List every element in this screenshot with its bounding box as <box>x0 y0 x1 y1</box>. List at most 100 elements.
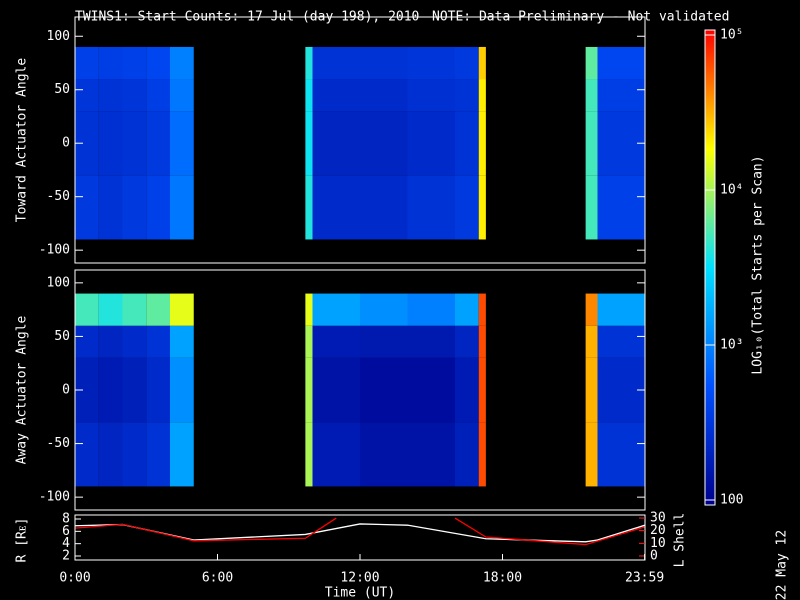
heatmap-cell <box>312 422 360 487</box>
heatmap-cell <box>585 357 598 423</box>
heatmap-cell <box>478 325 486 358</box>
heatmap-cell <box>455 79 479 112</box>
x-tick-label: 23:59 <box>625 571 664 586</box>
heatmap-cell <box>146 422 170 487</box>
colorbar-tick-label: 10⁴ <box>720 183 743 198</box>
heatmap-cell <box>146 325 170 358</box>
heatmap-cell <box>146 46 170 80</box>
heatmap-cell <box>478 175 486 240</box>
heatmap-cell <box>170 79 194 112</box>
heatmap-cell <box>98 175 123 240</box>
heatmap-cell <box>312 111 360 176</box>
y2-tick-label: 0 <box>650 548 658 563</box>
heatmap-cell <box>585 325 598 358</box>
series-line <box>75 517 645 546</box>
heatmap-cell <box>585 79 598 112</box>
y-tick-label: 0 <box>62 383 70 398</box>
heatmap-cell <box>407 175 455 240</box>
heatmap-cell <box>75 175 99 240</box>
y2-tick-label: 30 <box>650 511 666 526</box>
chart-title: TWINS1: Start Counts: 17 Jul (day 198), … <box>75 10 419 25</box>
heatmap-cell <box>597 46 645 80</box>
heatmap-cell <box>455 111 479 176</box>
heatmap-cell <box>455 422 479 487</box>
x-axis-label: Time (UT) <box>325 586 395 600</box>
heatmap-cell <box>122 46 147 80</box>
heatmap-cell <box>478 293 486 326</box>
heatmap-cell <box>407 293 455 326</box>
heatmap-cell <box>407 46 455 80</box>
heatmap-cell <box>585 293 598 326</box>
x-tick-label: 6:00 <box>202 571 233 586</box>
y-tick-label: -50 <box>47 436 70 451</box>
heatmap-cell <box>478 46 486 80</box>
heatmap-cell <box>305 325 313 358</box>
heatmap-cell <box>312 357 360 423</box>
heatmap-cell <box>585 46 598 80</box>
y-tick-label: 100 <box>47 275 70 290</box>
heatmap-cell <box>305 357 313 423</box>
heatmap-cell <box>146 111 170 176</box>
heatmap-cell <box>122 79 147 112</box>
heatmap-cell <box>312 293 360 326</box>
heatmap-cell <box>122 357 147 423</box>
heatmap-cell <box>305 111 313 176</box>
heatmap-cell <box>75 357 99 423</box>
heatmap-cell <box>122 175 147 240</box>
heatmap-cell <box>75 325 99 358</box>
heatmap-cell <box>75 422 99 487</box>
y2-tick-label: 20 <box>650 523 666 538</box>
y-tick-label: 100 <box>47 29 70 44</box>
heatmap-cell <box>597 79 645 112</box>
heatmap-cell <box>98 293 123 326</box>
heatmap-cell <box>305 293 313 326</box>
heatmap-cell <box>312 46 360 80</box>
heatmap-cell <box>360 111 408 176</box>
y-tick-label: -100 <box>39 490 70 505</box>
heatmap-cell <box>122 422 147 487</box>
heatmap-cell <box>170 293 194 326</box>
heatmap-cell <box>478 422 486 487</box>
heatmap-cell <box>407 79 455 112</box>
y2-axis-label: L Shell <box>673 513 688 568</box>
y-tick-label: 50 <box>54 329 70 344</box>
y-axis-label: Toward Actuator Angle <box>15 58 30 223</box>
heatmap-cell <box>312 175 360 240</box>
y-tick-label: -50 <box>47 189 70 204</box>
heatmap-cell <box>407 422 455 487</box>
colorbar-label: LOG₁₀(Total Starts per Scan) <box>751 155 766 374</box>
heatmap-cell <box>455 175 479 240</box>
y2-tick-label: 10 <box>650 536 666 551</box>
heatmap-cell <box>360 79 408 112</box>
heatmap-cell <box>122 325 147 358</box>
heatmap-cell <box>75 46 99 80</box>
heatmap-cell <box>478 357 486 423</box>
heatmap-cell <box>478 79 486 112</box>
heatmap-cell <box>305 46 313 80</box>
heatmap-cell <box>455 46 479 80</box>
heatmap-cell <box>478 111 486 176</box>
heatmap-cell <box>98 79 123 112</box>
colorbar-tick-label: 10³ <box>720 338 743 353</box>
date-stamp: 22 May 12 <box>775 530 790 600</box>
heatmap-cell <box>75 293 99 326</box>
heatmap-cell <box>305 79 313 112</box>
y-axis-label: R [Rᴇ] <box>15 518 30 563</box>
heatmap-cell <box>597 293 645 326</box>
x-tick-label: 12:00 <box>340 571 379 586</box>
heatmap-cell <box>75 79 99 112</box>
heatmap-cell <box>585 111 598 176</box>
heatmap-cell <box>98 46 123 80</box>
heatmap-cell <box>170 111 194 176</box>
heatmap-cell <box>597 422 645 487</box>
heatmap-cell <box>170 357 194 423</box>
heatmap-cell <box>360 357 408 423</box>
heatmap-cell <box>146 293 170 326</box>
heatmap-cell <box>360 175 408 240</box>
chart-note: NOTE: Data Preliminary - Not validated <box>432 10 729 25</box>
heatmap-cell <box>407 357 455 423</box>
y-tick-label: 2 <box>62 548 70 563</box>
heatmap-cell <box>98 357 123 423</box>
plot-frame <box>74 16 646 264</box>
